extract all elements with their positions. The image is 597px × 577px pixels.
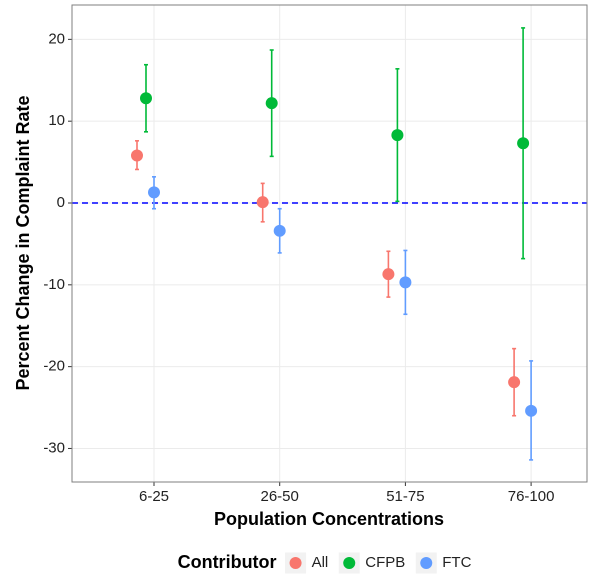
point (148, 186, 160, 199)
y-tick-label: 10 (48, 112, 65, 129)
y-tick-label: -20 (43, 358, 65, 375)
point (140, 92, 152, 105)
legend-label: All (312, 554, 329, 571)
point (131, 149, 143, 162)
point (525, 404, 538, 417)
x-tick-label: 26-50 (261, 488, 299, 505)
point (517, 137, 530, 150)
x-tick-label: 76-100 (508, 488, 555, 505)
point (265, 97, 278, 110)
y-tick-label: 0 (57, 194, 65, 211)
x-tick-label: 51-75 (386, 488, 424, 505)
legend-label: FTC (442, 554, 471, 571)
y-tick-label: -10 (43, 276, 65, 293)
legend-title: Contributor (178, 552, 277, 572)
plot-panel (72, 5, 587, 482)
point (382, 268, 395, 281)
y-tick-label: 20 (48, 30, 65, 47)
point (256, 196, 269, 209)
legend-symbol (420, 557, 433, 569)
legend-symbol (343, 557, 356, 569)
legend-symbol (289, 557, 302, 569)
y-tick-label: -30 (43, 439, 65, 456)
x-tick-label: 6-25 (139, 488, 169, 505)
x-axis-title: Population Concentrations (214, 509, 444, 529)
legend-label: CFPB (365, 554, 405, 571)
point (273, 224, 286, 237)
point (391, 129, 404, 142)
panel-border (71, 4, 588, 483)
y-axis-title: Percent Change in Complaint Rate (13, 95, 33, 390)
point (399, 276, 412, 289)
point (508, 376, 521, 389)
